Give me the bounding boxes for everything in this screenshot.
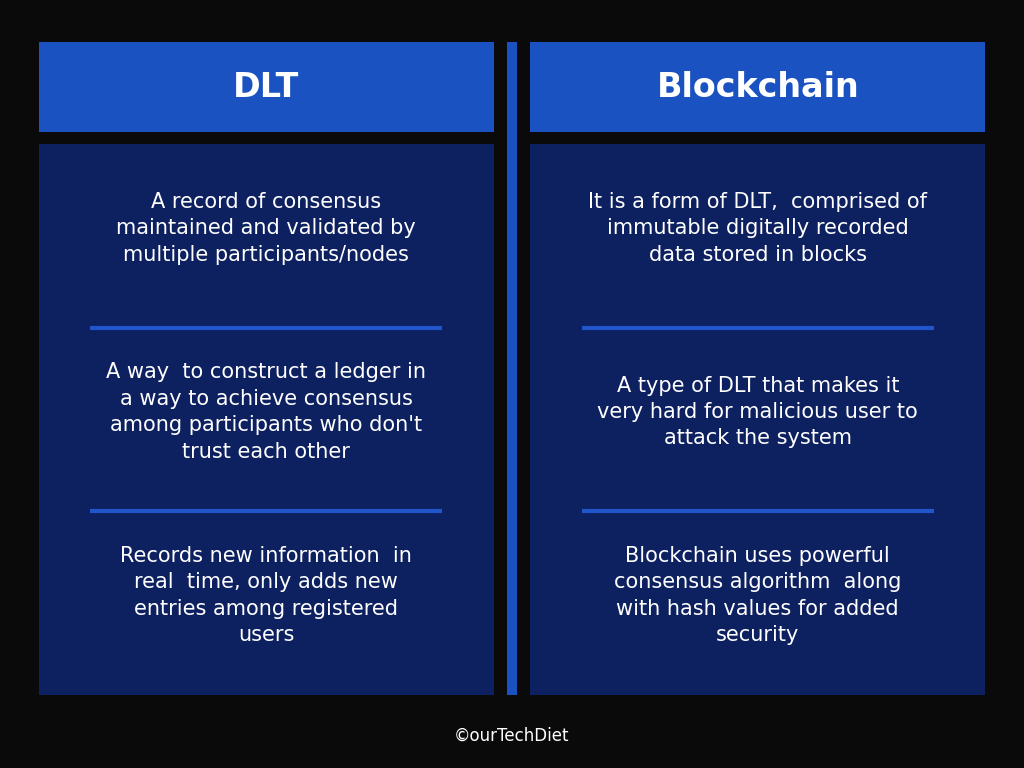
Text: It is a form of DLT,  comprised of
immutable digitally recorded
data stored in b: It is a form of DLT, comprised of immuta… [588, 192, 928, 265]
Bar [507, 42, 517, 695]
Text: ©ourTechDiet: ©ourTechDiet [455, 727, 569, 745]
Text: A type of DLT that makes it
very hard for malicious user to
attack the system: A type of DLT that makes it very hard fo… [597, 376, 919, 449]
Bar [494, 42, 530, 695]
Text: DLT: DLT [233, 71, 299, 104]
Bar [39, 42, 494, 132]
Text: A way  to construct a ledger in
a way to achieve consensus
among participants wh: A way to construct a ledger in a way to … [106, 362, 426, 462]
Text: Blockchain uses powerful
consensus algorithm  along
with hash values for added
s: Blockchain uses powerful consensus algor… [614, 546, 901, 645]
Bar [530, 42, 985, 132]
Text: Blockchain: Blockchain [656, 71, 859, 104]
Text: A record of consensus
maintained and validated by
multiple participants/nodes: A record of consensus maintained and val… [117, 192, 416, 265]
Bar [530, 144, 985, 695]
Bar [39, 144, 494, 695]
Text: Records new information  in
real  time, only adds new
entries among registered
u: Records new information in real time, on… [120, 546, 413, 645]
